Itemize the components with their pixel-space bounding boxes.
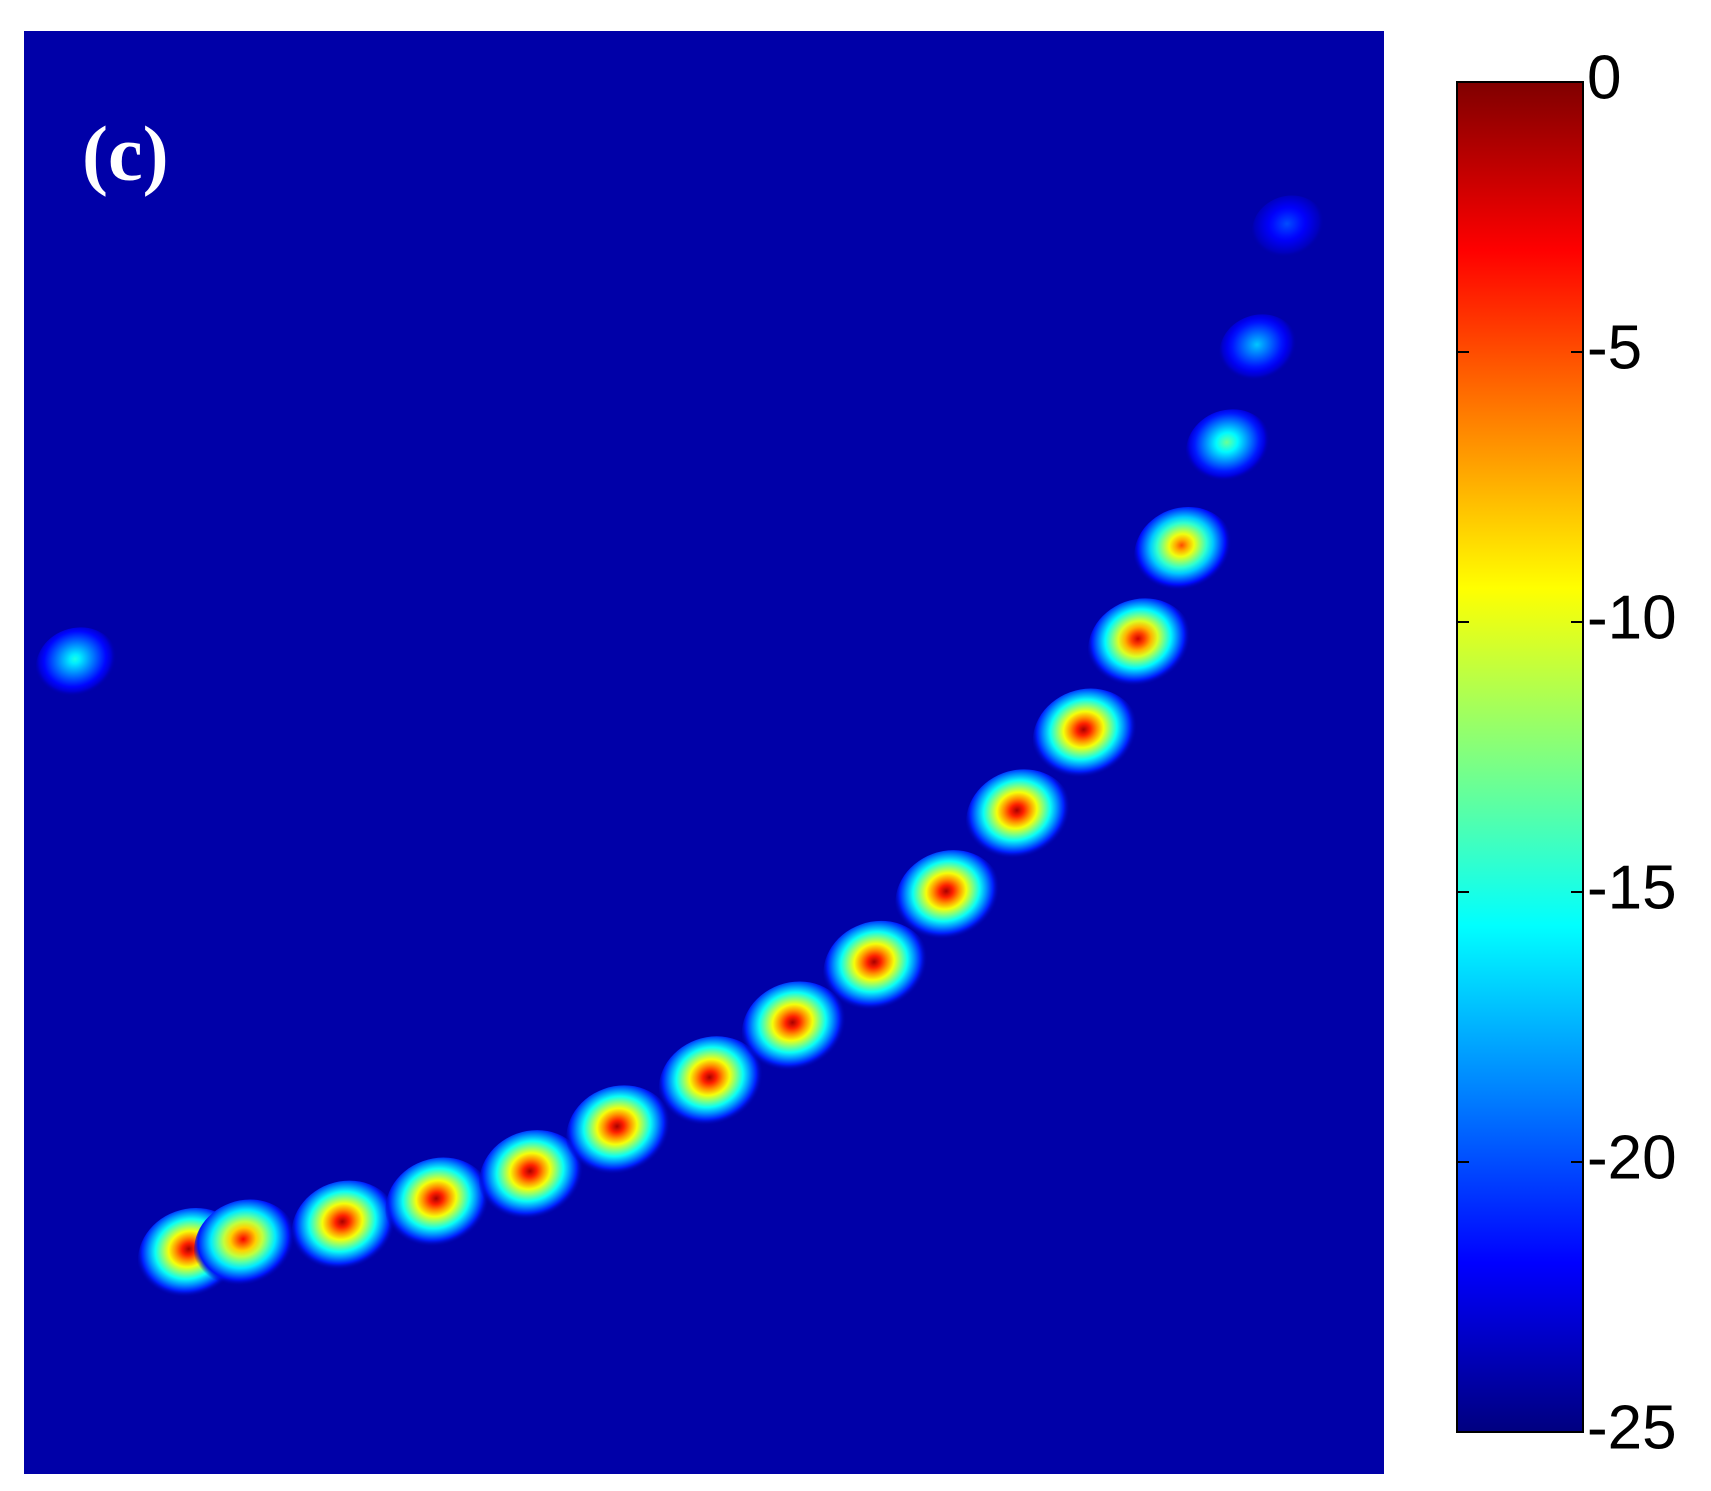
colorbar-tick-label: -5 (1587, 313, 1642, 382)
intensity-spot (291, 1180, 399, 1277)
intensity-spot (1251, 195, 1326, 262)
colorbar (1456, 81, 1584, 1433)
colorbar-tick-label: -25 (1587, 1393, 1677, 1462)
colorbar-tick-label: -20 (1587, 1123, 1677, 1192)
intensity-spot (823, 920, 931, 1018)
intensity-spot (479, 1130, 587, 1227)
intensity-spot (895, 850, 1003, 947)
colorbar-tick-label: -15 (1587, 853, 1677, 922)
intensity-spot (1134, 506, 1234, 597)
intensity-spot (385, 1157, 493, 1254)
intensity-spot (1088, 598, 1194, 694)
intensity-spot (741, 981, 849, 1078)
intensity-spot (1219, 314, 1299, 386)
intensity-spot (194, 1199, 298, 1293)
intensity-spot (1186, 409, 1272, 487)
intensity-spot (35, 627, 119, 702)
intensity-spot (1032, 688, 1140, 785)
intensity-spot (566, 1085, 674, 1182)
intensity-spot (658, 1036, 766, 1133)
colorbar-tick-label: 0 (1587, 43, 1621, 112)
intensity-spot (966, 769, 1073, 866)
colorbar-tick-label: -10 (1587, 583, 1677, 652)
panel-label: (c) (82, 110, 169, 197)
